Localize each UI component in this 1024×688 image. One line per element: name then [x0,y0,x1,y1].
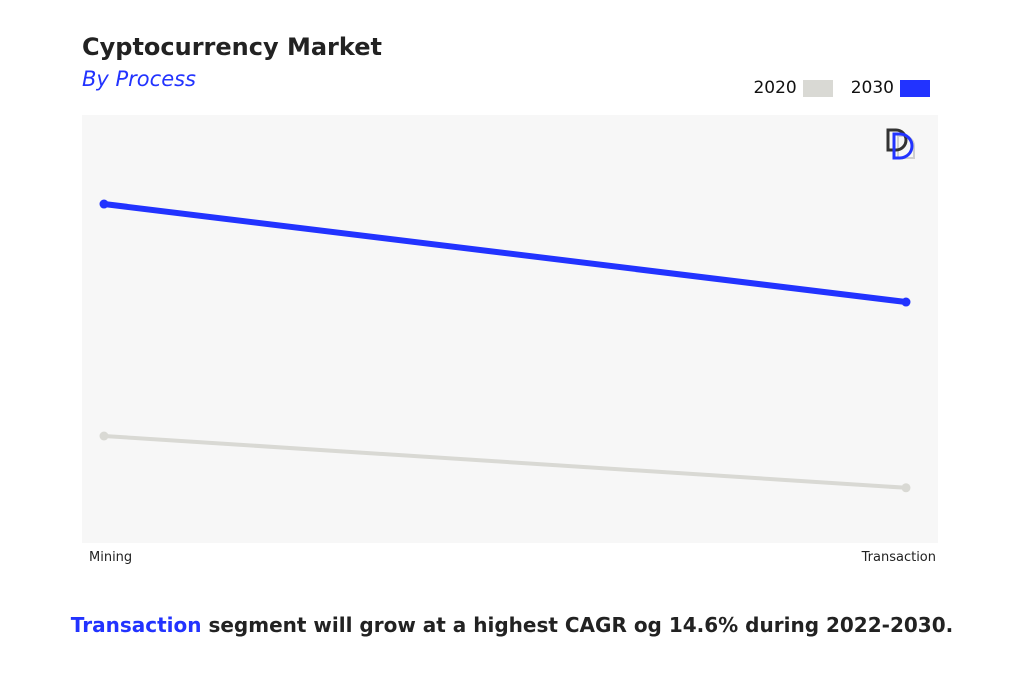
footer-highlight: Transaction [70,613,202,637]
brand-logo-icon [886,128,915,160]
legend-label-2030: 2030 [850,78,894,98]
plot-area [82,115,938,543]
series-line-2030 [103,201,907,306]
footer-text: segment will grow at a highest CAGR og 1… [201,613,954,637]
legend: 2020 2030 [753,78,930,98]
data-point-2020-mining [99,431,109,441]
legend-label-2020: 2020 [753,78,797,98]
legend-swatch-2020 [802,79,833,97]
legend-swatch-2030 [900,79,930,97]
chart-title: Cyptocurrency Market [82,33,382,61]
x-tick-label-transaction: Transaction [861,550,936,565]
data-point-2020-transaction [901,483,911,493]
data-point-2030-mining [99,199,109,209]
data-point-2030-transaction [901,297,911,307]
footer-note: Transaction segment will grow at a highe… [0,613,1024,637]
series-line-2020 [103,434,907,490]
x-tick-label-mining: Mining [89,550,133,565]
chart-subtitle: By Process [82,67,197,91]
